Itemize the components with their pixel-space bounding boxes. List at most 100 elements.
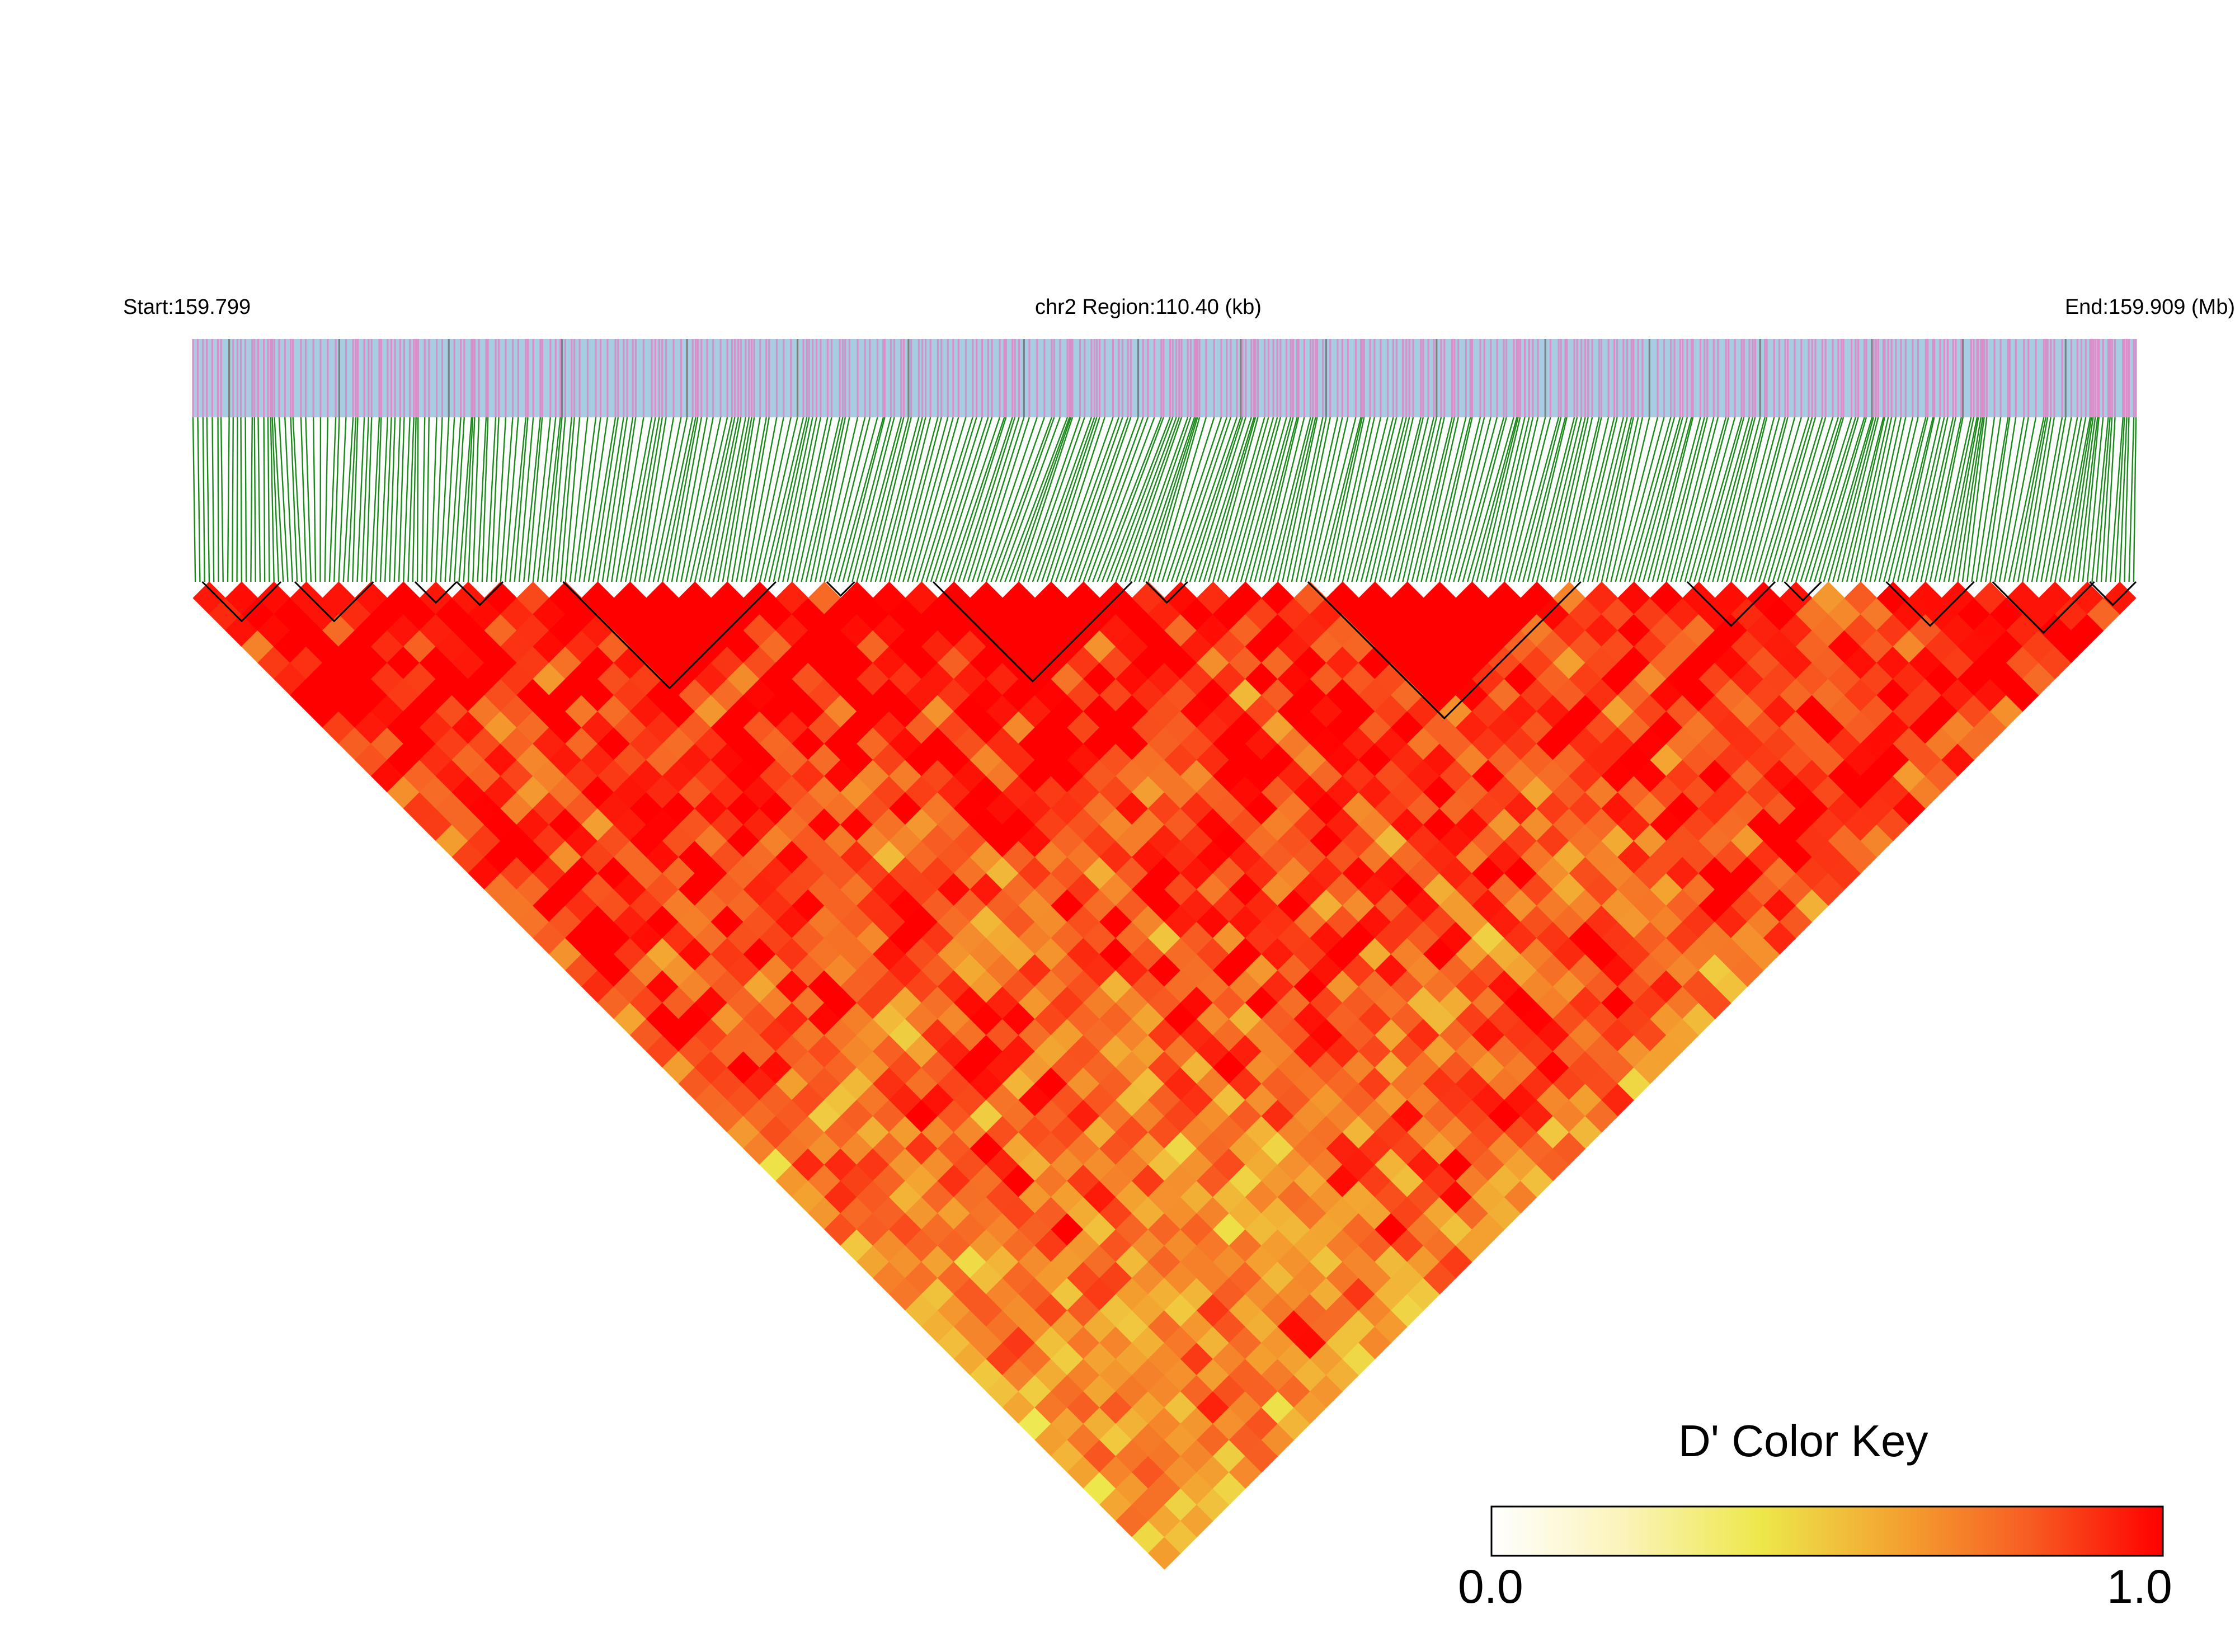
- snp-connector: [1716, 417, 1761, 582]
- snp-connector: [745, 417, 778, 582]
- snp-connector: [652, 417, 688, 582]
- snp-connector: [680, 417, 714, 582]
- snp-connector: [1643, 417, 1688, 582]
- snp-connector: [356, 417, 365, 582]
- snp-connector: [1388, 417, 1429, 582]
- snp-connector: [1665, 417, 1709, 582]
- snp-connector: [1309, 417, 1349, 582]
- snp-connector: [1356, 417, 1398, 582]
- snp-connector: [1989, 417, 2017, 582]
- snp-connector: [1337, 417, 1376, 582]
- snp-connector: [1916, 417, 1954, 582]
- snp-connector: [1555, 417, 1593, 582]
- snp-connector: [481, 417, 489, 582]
- snp-connector: [615, 417, 644, 582]
- snp-connector: [1758, 417, 1810, 582]
- snp-connector: [1087, 417, 1149, 582]
- snp-connector: [1097, 417, 1162, 582]
- snp-connector: [703, 417, 739, 582]
- snp-connector: [1466, 417, 1514, 582]
- snp-connector: [1397, 417, 1437, 582]
- snp-connector: [2124, 417, 2130, 582]
- snp-connector: [1078, 417, 1139, 582]
- snp-connector: [2086, 417, 2104, 582]
- snp-connector: [2008, 417, 2045, 582]
- snp-connector: [1975, 417, 2002, 582]
- snp-connector: [1291, 417, 1327, 582]
- snp-connector: [1698, 417, 1745, 582]
- snp-connector: [837, 417, 884, 582]
- snp-connector: [1471, 417, 1518, 582]
- snp-connector: [1009, 417, 1070, 582]
- snp-connector: [2100, 417, 2113, 582]
- snp-connector: [879, 417, 923, 582]
- snp-connector: [2105, 417, 2116, 582]
- snp-connector: [1249, 417, 1294, 582]
- snp-connector: [1693, 417, 1743, 582]
- snp-connector: [1443, 417, 1485, 582]
- snp-connector: [953, 417, 1007, 582]
- snp-connector: [796, 417, 832, 582]
- snp-connector: [805, 417, 844, 582]
- snp-connector: [1832, 417, 1877, 582]
- snp-connector: [2017, 417, 2049, 582]
- color-key-title: D' Color Key: [1678, 1416, 1928, 1466]
- snp-connector: [801, 417, 841, 582]
- snp-connector: [1892, 417, 1934, 582]
- ld-heatmap-cells: [192, 581, 2137, 1570]
- snp-connector: [1074, 417, 1132, 582]
- snp-connector: [564, 417, 581, 582]
- snp-connector: [537, 417, 557, 582]
- snp-connector: [1684, 417, 1729, 582]
- snp-connector: [583, 417, 609, 582]
- snp-connector: [1670, 417, 1715, 582]
- snp-connector: [467, 417, 476, 582]
- snp-connector: [921, 417, 973, 582]
- snp-connector: [990, 417, 1053, 582]
- snp-connector: [1282, 417, 1318, 582]
- snp-connector: [911, 417, 959, 582]
- snp-connector: [1874, 417, 1914, 582]
- snp-connector: [2073, 417, 2096, 582]
- snp-connector: [1346, 417, 1389, 582]
- snp-connector: [324, 417, 329, 582]
- snp-connector: [1888, 417, 1928, 582]
- snp-connector: [2063, 417, 2092, 582]
- snp-connector: [907, 417, 954, 582]
- color-key-gradient: [1490, 1505, 2164, 1557]
- snp-connector: [1415, 417, 1455, 582]
- snp-connector: [777, 417, 813, 582]
- haplotype-block-outline: [1307, 581, 1582, 720]
- snp-connector: [1143, 417, 1197, 582]
- snp-connector: [1883, 417, 1927, 582]
- snp-connector: [1855, 417, 1893, 582]
- snp-connector: [1527, 417, 1568, 582]
- snp-connector: [754, 417, 792, 582]
- snp-connector: [1952, 417, 1982, 582]
- snp-connector: [232, 417, 234, 582]
- snp-connector: [1018, 417, 1074, 582]
- color-key-min-label: 0.0: [1458, 1560, 1523, 1613]
- snp-connector: [227, 417, 230, 582]
- snp-connector: [1272, 417, 1314, 582]
- snp-connector: [435, 417, 443, 582]
- snp-connector: [699, 417, 736, 582]
- snp-connector: [1212, 417, 1259, 582]
- snp-connector: [1985, 417, 2011, 582]
- color-key-bar: [1490, 1505, 2164, 1557]
- haplotype-block-outline: [1686, 581, 1776, 627]
- snp-connector: [220, 417, 224, 582]
- snp-connector: [1392, 417, 1435, 582]
- snp-connector: [935, 417, 989, 582]
- snp-connector: [1508, 417, 1551, 582]
- snp-connector: [736, 417, 768, 582]
- snp-connector: [454, 417, 465, 582]
- snp-connector: [1370, 417, 1410, 582]
- snp-connector: [2054, 417, 2087, 582]
- snp-connector: [444, 417, 455, 582]
- snp-connector: [722, 417, 752, 582]
- snp-connector: [948, 417, 1005, 582]
- snp-connector: [1545, 417, 1586, 582]
- snp-connector: [1111, 417, 1174, 582]
